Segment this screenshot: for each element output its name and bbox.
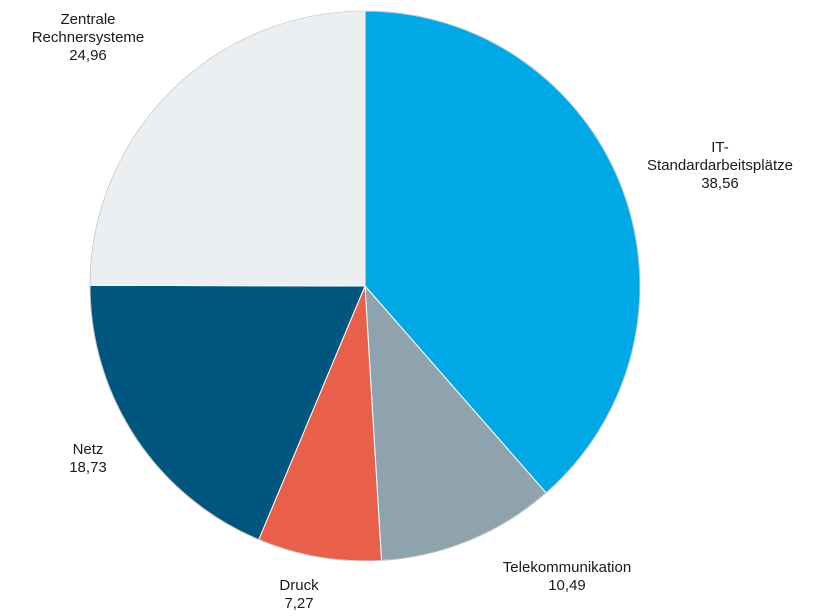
slice-label-4-line-0: Zentrale [60,11,115,28]
slice-value-2: 7,27 [284,595,313,612]
slice-label-3-line-0: Netz [73,441,104,458]
pie-slices [89,10,641,562]
slice-value-4: 24,96 [69,47,107,64]
slice-label-4-line-1: Rechnersysteme [32,29,145,46]
slice-value-0: 38,56 [701,175,739,192]
slice-label-2-line-0: Druck [279,577,319,594]
slice-label-0-line-0: IT- [711,139,729,156]
slice-value-1: 10,49 [548,577,586,594]
slice-label-0-line-1: Standardarbeitsplätze [647,157,793,174]
slice-label-1-line-0: Telekommunikation [503,559,631,576]
slice-value-3: 18,73 [69,459,107,476]
pie-slice-4 [89,10,366,287]
pie-outline [89,10,641,562]
